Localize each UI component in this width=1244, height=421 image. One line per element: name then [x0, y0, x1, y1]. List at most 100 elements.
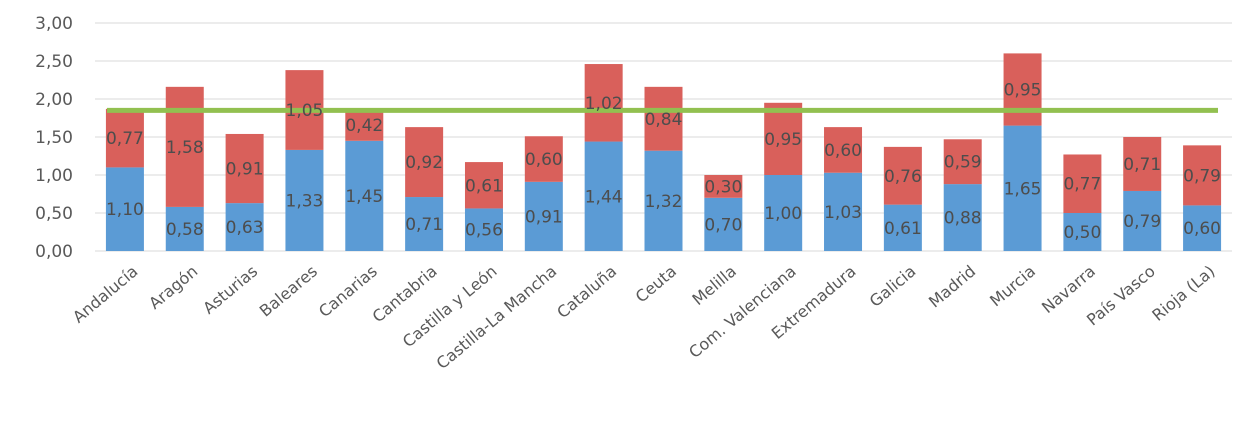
bar-segment-upper	[464, 162, 503, 209]
bar-segment-lower	[464, 208, 503, 251]
bar-segment-lower	[704, 197, 743, 251]
bar-segment-upper	[105, 108, 144, 168]
bar-segment-lower	[1183, 205, 1222, 251]
y-tick-label: 2,00	[35, 90, 73, 110]
data-label: 0,79	[1123, 212, 1161, 232]
data-label: 1,33	[286, 191, 324, 211]
data-label: 0,95	[764, 130, 802, 150]
data-label: 0,61	[884, 219, 922, 239]
category-label: Murcia	[986, 262, 1039, 311]
category-label: Madrid	[925, 262, 979, 312]
bar-segment-upper	[824, 127, 863, 173]
data-label: 1,03	[824, 203, 862, 223]
category-label: Aragón	[145, 262, 201, 313]
bar-segment-lower	[1063, 213, 1102, 251]
bar-segment-upper	[1063, 154, 1102, 213]
y-tick-label: 1,50	[35, 128, 73, 148]
bar-segment-upper	[225, 133, 264, 204]
data-label: 1,05	[286, 101, 324, 121]
category-label: Asturias	[199, 262, 261, 318]
y-tick-label: 0,00	[35, 242, 73, 262]
category-label: Rioja (La)	[1148, 262, 1218, 325]
y-tick-label: 3,00	[35, 14, 73, 34]
bar-segment-lower	[824, 172, 863, 251]
category-label: Galicia	[866, 262, 920, 311]
data-label: 0,71	[1123, 155, 1161, 175]
data-label: 1,10	[106, 200, 144, 220]
bar-segment-lower	[285, 149, 324, 251]
category-label: Cataluña	[553, 262, 620, 323]
data-label: 0,42	[345, 116, 383, 136]
bar-segment-upper	[345, 108, 384, 141]
bar-segment-upper	[524, 136, 563, 182]
bar-segment-lower	[405, 197, 444, 251]
bar-segment-lower	[165, 206, 204, 251]
bar-segment-upper	[644, 86, 683, 151]
data-label: 0,59	[944, 153, 982, 173]
data-label: 1,45	[345, 187, 383, 207]
data-label: 0,30	[704, 177, 742, 197]
bar-segment-upper	[943, 139, 982, 185]
bar-segment-lower	[764, 175, 803, 251]
category-label: Com. Valenciana	[685, 262, 800, 362]
data-label: 0,92	[405, 153, 443, 173]
data-label: 0,58	[166, 220, 204, 240]
data-label: 0,77	[106, 129, 144, 149]
data-label: 1,32	[645, 192, 683, 212]
data-label: 0,63	[226, 218, 264, 238]
bar-segment-lower	[883, 204, 922, 251]
data-label: 0,56	[465, 221, 503, 241]
data-label: 0,60	[525, 150, 563, 170]
bar-segment-lower	[345, 140, 384, 251]
bar-segment-lower	[943, 184, 982, 251]
bar-segment-lower	[644, 150, 683, 251]
y-tick-label: 1,00	[35, 166, 73, 186]
bar-segment-lower	[524, 181, 563, 251]
bar-segment-upper	[883, 146, 922, 205]
bar-segment-upper	[704, 175, 743, 198]
bar-segment-lower	[1003, 125, 1042, 251]
y-tick-label: 2,50	[35, 52, 73, 72]
bar-segment-lower	[584, 141, 623, 251]
y-tick-label: 0,50	[35, 204, 73, 224]
bar-segment-lower	[1123, 190, 1162, 251]
data-label: 1,02	[585, 94, 623, 114]
bar-segment-upper	[584, 64, 623, 142]
category-label: Andalucía	[69, 262, 141, 327]
bar-segment-upper	[405, 127, 444, 198]
bar-segment-upper	[764, 102, 803, 175]
category-label: Baleares	[256, 262, 321, 321]
category-label: Ceuta	[632, 262, 680, 307]
y-axis-ticks: 0,00 0,50 1,00 1,50 2,00 2,50 3,00	[35, 14, 73, 262]
data-label: 0,91	[525, 207, 563, 227]
data-label: 1,44	[585, 187, 623, 207]
bars	[105, 53, 1222, 251]
data-label: 1,00	[764, 204, 802, 224]
bar-segment-lower	[105, 167, 144, 251]
data-label: 1,58	[166, 138, 204, 158]
data-label: 0,91	[226, 160, 264, 180]
data-labels: 1,10 0,77 0,58 1,58 0,63 0,91 1,33 1,05 1,45 0,42…	[106, 81, 1221, 244]
data-label: 0,84	[645, 110, 683, 130]
bar-segment-upper	[1003, 53, 1042, 126]
data-label: 0,88	[944, 209, 982, 229]
bar-segment-upper	[1183, 145, 1222, 206]
x-axis-category-labels: Andalucía AragónAsturiasBalearesCanariasC…	[69, 262, 1219, 373]
data-label: 0,71	[405, 215, 443, 235]
data-label: 0,70	[704, 215, 742, 235]
data-label: 0,60	[1183, 219, 1221, 239]
bar-segment-upper	[165, 86, 204, 207]
data-label: 0,77	[1063, 175, 1101, 195]
data-label: 0,61	[465, 176, 503, 196]
data-label: 0,60	[824, 141, 862, 161]
data-label: 1,65	[1004, 179, 1042, 199]
bar-segment-upper	[1123, 137, 1162, 191]
data-label: 0,50	[1063, 223, 1101, 243]
data-label: 0,95	[1004, 81, 1042, 101]
data-label: 0,79	[1183, 166, 1221, 186]
data-label: 0,76	[884, 167, 922, 187]
bar-segment-lower	[225, 203, 264, 251]
category-label: Melilla	[688, 262, 739, 309]
